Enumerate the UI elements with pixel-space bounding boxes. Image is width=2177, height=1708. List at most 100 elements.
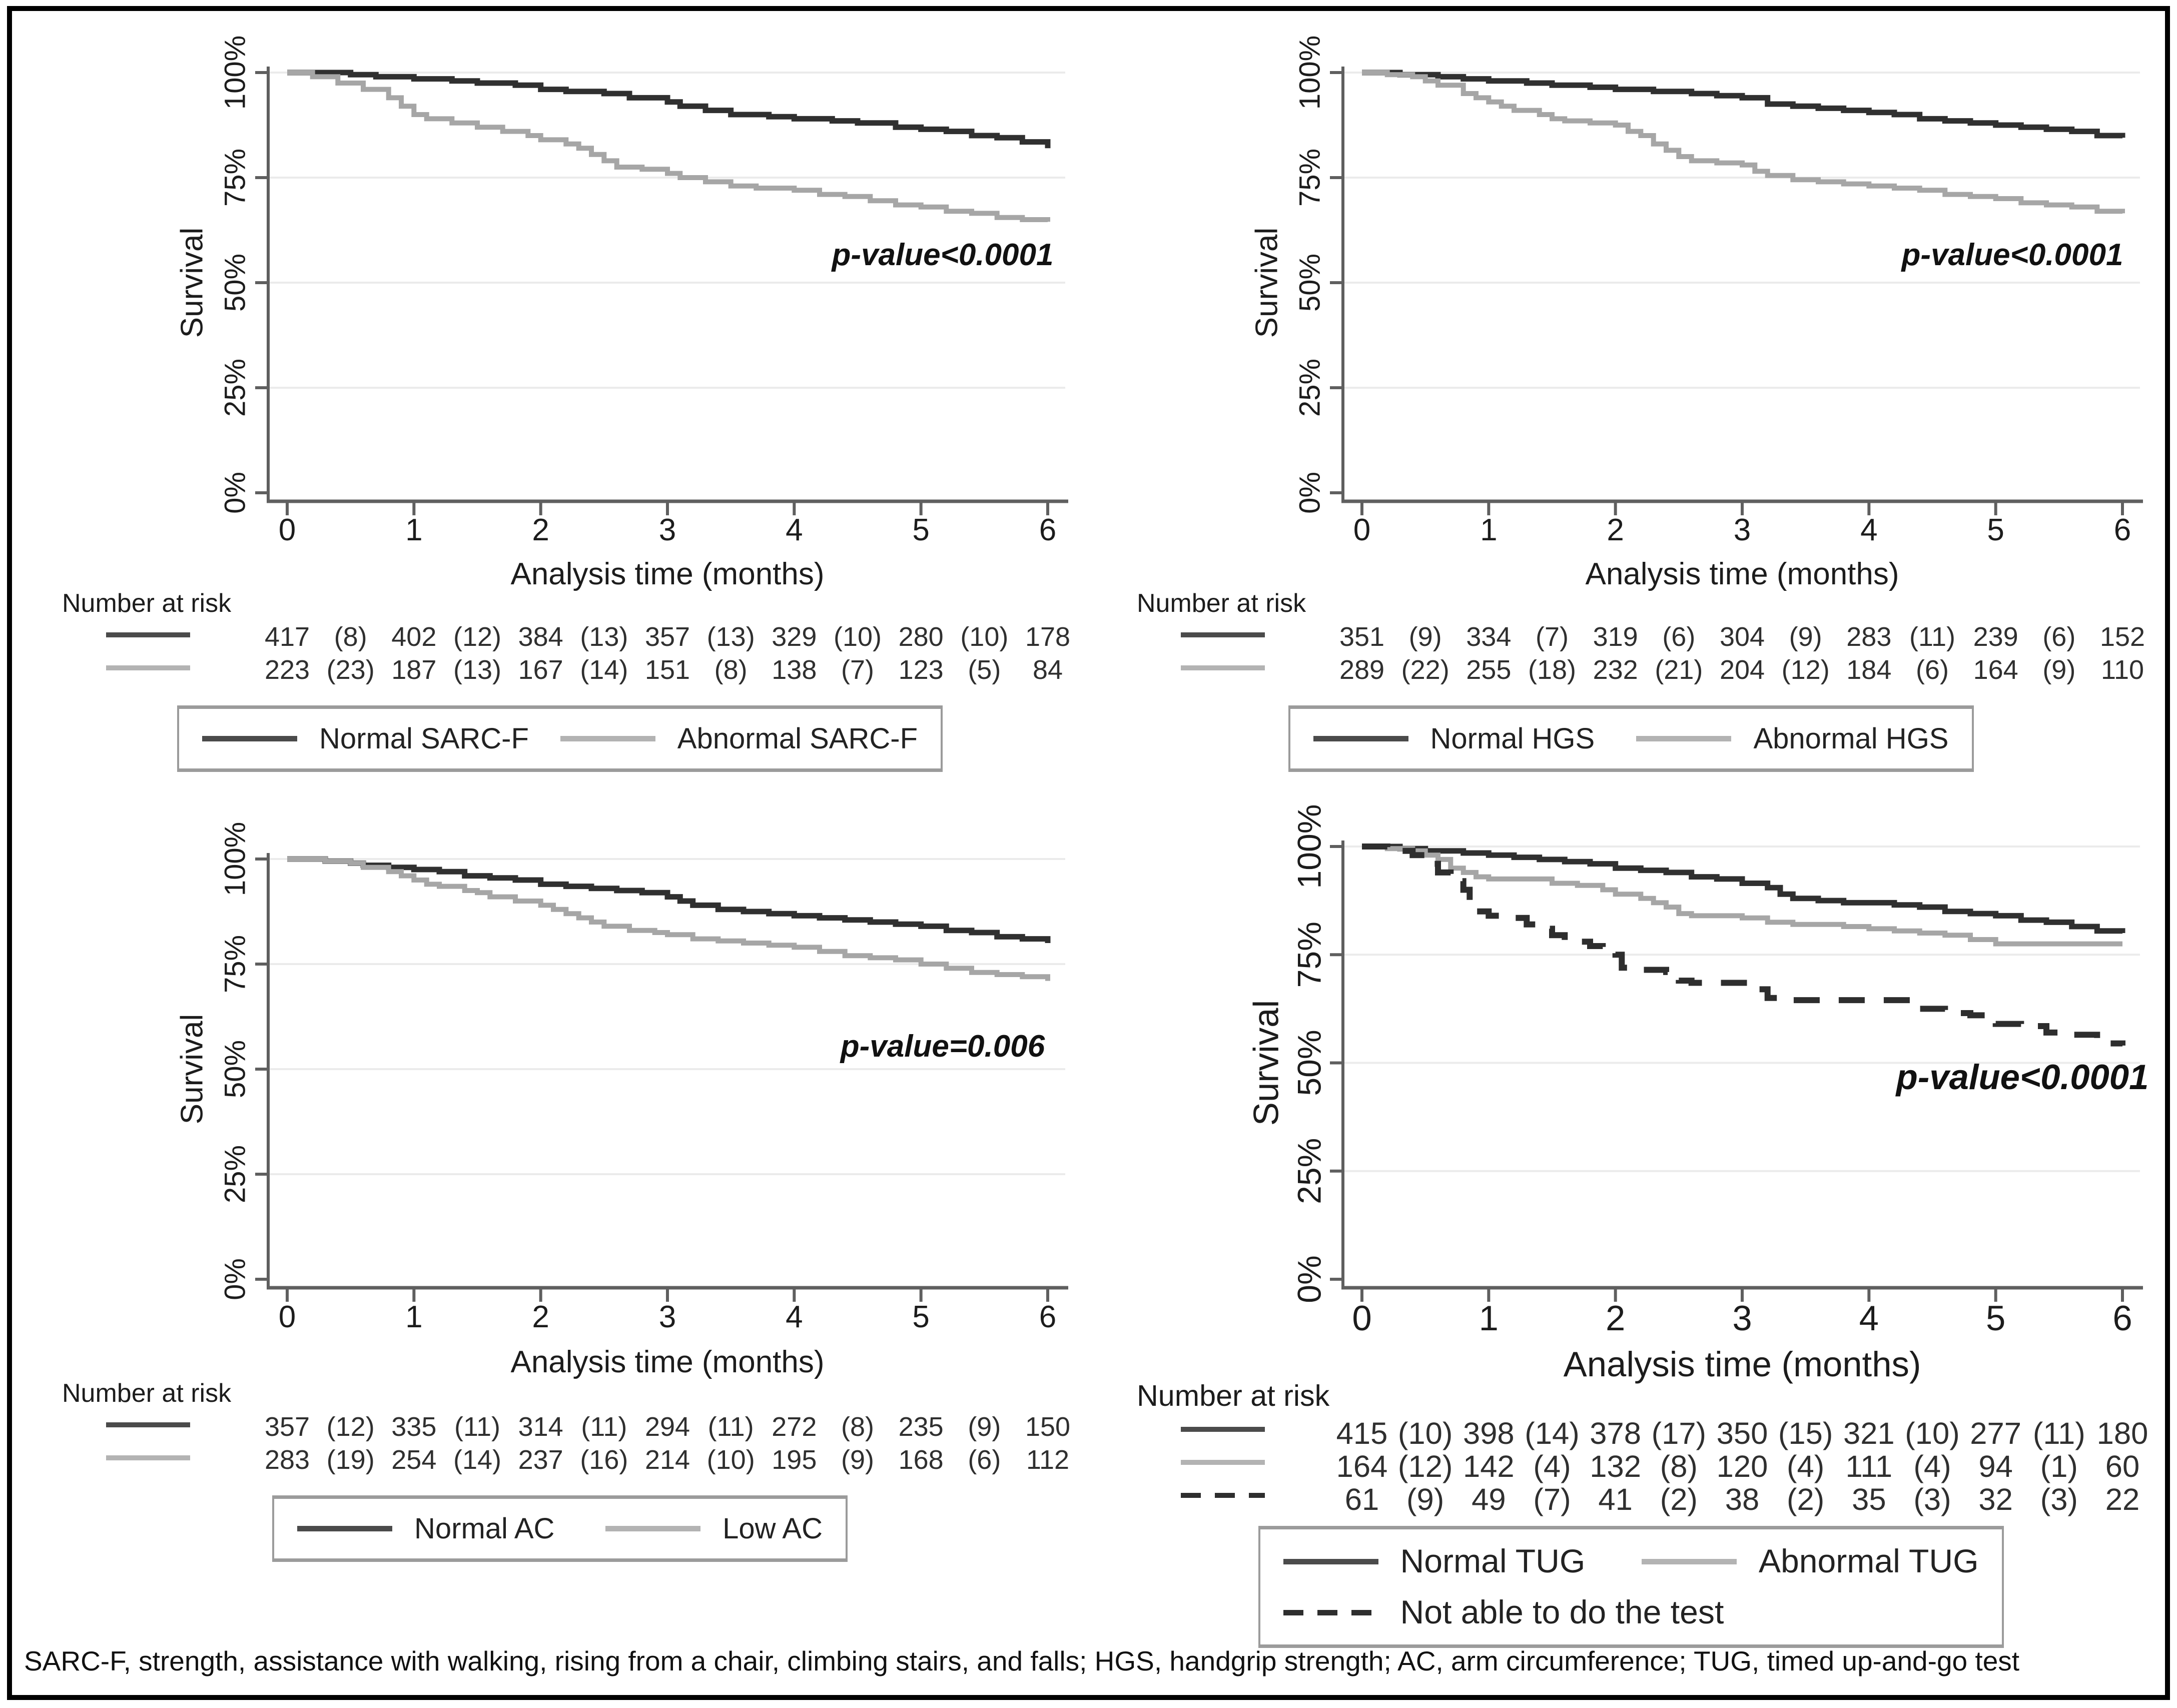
x-tick-label: 1 — [1479, 1298, 1499, 1338]
risk-count: (8) — [841, 1412, 874, 1442]
y-tick-label: 100% — [219, 36, 251, 110]
risk-count: 22 — [2105, 1482, 2140, 1517]
risk-count: 357 — [264, 1412, 310, 1442]
legend-line-swatch — [1641, 1558, 1737, 1564]
y-tick-label: 50% — [1291, 1030, 1328, 1096]
risk-count: 164 — [1336, 1449, 1388, 1484]
risk-count: (12) — [1781, 655, 1830, 685]
risk-count: 304 — [1719, 622, 1765, 652]
risk-count: (7) — [841, 655, 874, 685]
risk-count: (6) — [1662, 622, 1696, 652]
risk-count: 415 — [1336, 1416, 1388, 1451]
risk-row: 289 (22) 255 (18) 232 (21) 204 (12) 184 (6) 164 (9)… — [1097, 651, 2165, 685]
risk-count: 111 — [1845, 1449, 1893, 1484]
risk-row: 223 (23) 187 (13) 167 (14) 151 (8) 138 (7) 123 (5) 8… — [22, 651, 1098, 685]
risk-count: 49 — [1472, 1482, 1506, 1517]
risk-row: 61 (9) 49 (7) 41 (2) 38 (2) 35 (3) 32 (3) 22 — [1097, 1479, 2165, 1517]
x-tick-label: 6 — [2112, 1298, 2132, 1338]
legend-label: Abnormal HGS — [1753, 722, 1949, 755]
risk-row: 357 (12) 335 (11) 314 (11) 294 (11) 272 (8) 235 (9)… — [22, 1408, 1098, 1442]
y-tick-label: 75% — [219, 149, 251, 207]
risk-row-line-swatch — [1181, 1460, 1265, 1465]
risk-row-line-swatch — [1181, 632, 1265, 637]
risk-count: (4) — [1913, 1449, 1951, 1484]
number-at-risk-label: Number at risk — [62, 1379, 232, 1408]
risk-count: (9) — [841, 1445, 874, 1475]
p-value-annotation: p-value<0.0001 — [831, 238, 1054, 272]
risk-count: 283 — [1846, 622, 1892, 652]
legend-line-swatch — [1283, 1558, 1378, 1564]
risk-count: 164 — [1973, 655, 2018, 685]
km-curve-normal-sarc-f — [287, 70, 1051, 149]
risk-table-ac: 357 (12) 335 (11) 314 (11) 294 (11) 272 (8) 235 (9)… — [22, 1408, 1098, 1475]
risk-count: 239 — [1973, 622, 2018, 652]
risk-row-line-swatch — [106, 632, 190, 637]
risk-count: (7) — [1533, 1482, 1571, 1517]
risk-count: (21) — [1655, 655, 1703, 685]
risk-count: 112 — [1026, 1445, 1070, 1475]
risk-count: (3) — [2040, 1482, 2078, 1517]
risk-count: 384 — [518, 622, 563, 652]
number-at-risk-label: Number at risk — [1137, 1379, 1330, 1412]
x-tick-label: 3 — [659, 513, 676, 547]
x-tick-label: 5 — [1986, 1298, 2005, 1338]
risk-count: (2) — [1660, 1482, 1698, 1517]
legend-box-tug: Normal TUG Abnormal TUG Not able to do the… — [1258, 1526, 2004, 1648]
y-tick-label: 75% — [1291, 922, 1328, 988]
risk-count: (9) — [2042, 655, 2076, 685]
risk-count: 283 — [264, 1445, 310, 1475]
risk-count: (7) — [1536, 622, 1569, 652]
risk-count: 94 — [1978, 1449, 2013, 1484]
legend-item: Not able to do the test — [1283, 1593, 1724, 1631]
risk-count: (10) — [706, 1445, 755, 1475]
p-value-annotation: p-value<0.0001 — [1901, 238, 2123, 272]
legend-line-swatch — [1636, 736, 1732, 741]
km-curve-low-ac — [287, 857, 1050, 981]
legend-item: Abnormal TUG — [1641, 1542, 1979, 1580]
legend-row: Not able to do the test — [1283, 1593, 1979, 1631]
legend-line-swatch — [605, 1526, 701, 1531]
risk-count: 223 — [264, 655, 310, 685]
risk-count: 272 — [772, 1412, 817, 1442]
risk-count: (8) — [714, 655, 748, 685]
legend-row: Normal AC Low AC — [297, 1512, 823, 1545]
risk-count: (12) — [326, 1412, 375, 1442]
x-tick-label: 3 — [1734, 513, 1751, 547]
x-axis-title: Analysis time (months) — [1564, 1344, 1921, 1384]
number-at-risk-label: Number at risk — [62, 589, 232, 618]
risk-count: 178 — [1025, 622, 1071, 652]
figure-footnote: SARC-F, strength, assistance with walkin… — [24, 1645, 2020, 1676]
panel-tug: 0% 25% 50% 75% 100% Survival 0 1 2 3 4 5 6 Analysis t… — [1097, 784, 2165, 1648]
risk-count: (12) — [453, 622, 502, 652]
risk-count: 294 — [644, 1412, 690, 1442]
risk-count: 61 — [1344, 1482, 1379, 1517]
risk-count: (11) — [1909, 622, 1956, 652]
risk-count: 204 — [1719, 655, 1765, 685]
risk-count: (10) — [833, 622, 882, 652]
risk-count: (3) — [1913, 1482, 1951, 1517]
x-tick-label: 2 — [532, 1300, 549, 1334]
legend-label: Normal HGS — [1430, 722, 1595, 755]
risk-row: 164 (12) 142 (4) 132 (8) 120 (4) 111 (4) 94 (1) 60 — [1097, 1446, 2165, 1484]
risk-row-line-swatch — [106, 1455, 190, 1460]
km-chart-tug: 0% 25% 50% 75% 100% Survival 0 1 2 3 4 5 6 Analysis t… — [1246, 804, 2149, 1384]
risk-count: 187 — [391, 655, 437, 685]
risk-row-line-swatch — [1181, 1493, 1265, 1498]
legend-box-sarcf: Normal SARC-F Abnormal SARC-F — [177, 705, 943, 772]
p-value-annotation: p-value=0.006 — [840, 1029, 1045, 1064]
risk-count: (17) — [1651, 1416, 1707, 1451]
risk-count: (6) — [2042, 622, 2076, 652]
y-tick-label: 50% — [1293, 254, 1326, 312]
risk-count: (9) — [1789, 622, 1822, 652]
risk-count: (9) — [1406, 1482, 1444, 1517]
risk-count: 38 — [1725, 1482, 1760, 1517]
y-tick-label: 25% — [1293, 359, 1326, 417]
risk-count: (4) — [1533, 1449, 1571, 1484]
risk-table-tug: 415 (10) 398 (14) 378 (17) 350 (15) 321 (10) 277 (1… — [1097, 1413, 2165, 1517]
risk-row: 415 (10) 398 (14) 378 (17) 350 (15) 321 (10) 277 (1… — [1097, 1413, 2165, 1451]
y-axis-title: Survival — [1246, 1000, 1286, 1126]
legend-line-swatch — [1283, 1609, 1378, 1615]
y-axis-title: Survival — [175, 228, 209, 338]
legend-line-swatch — [202, 736, 297, 741]
risk-count: 195 — [772, 1445, 817, 1475]
